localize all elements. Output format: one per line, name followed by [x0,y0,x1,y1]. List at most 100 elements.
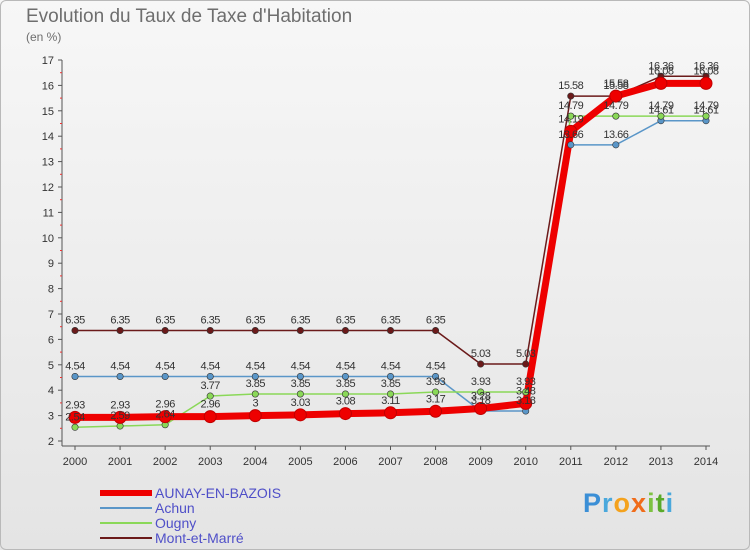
data-point [341,390,349,398]
x-tick-label: 2006 [333,456,357,468]
data-point [251,390,259,398]
data-point [206,327,214,335]
data-label: 4.54 [65,360,85,372]
data-point [341,327,349,335]
x-tick-label: 2005 [288,456,312,468]
data-point [248,409,262,423]
data-label: 3.85 [336,378,356,390]
data-point [338,407,352,421]
data-point [113,410,127,424]
data-label: 6.35 [291,315,311,327]
data-label: 2.96 [155,399,175,411]
legend-label: Achun [155,500,195,516]
data-label: 3.77 [201,380,221,392]
data-point [71,372,79,380]
data-label: 4.54 [201,360,221,372]
x-tick-label: 2010 [513,456,537,468]
y-tick-label: 9 [48,258,54,270]
data-label: 3.11 [381,395,400,407]
y-tick-label: 12 [42,182,54,194]
data-point [203,410,217,424]
data-label: 16.36 [648,60,673,72]
logo-letter: i [665,488,675,518]
data-point [296,327,304,335]
data-label: 4.54 [336,360,356,372]
data-label: 6.35 [201,315,221,327]
y-tick-label: 4 [48,385,54,397]
data-label: 4.54 [155,360,175,372]
data-label: 6.35 [426,315,446,327]
logo-letter: r [602,488,614,518]
data-label: 16.08 [648,65,673,77]
data-point [293,408,307,422]
data-point [432,388,440,396]
x-tick-label: 2009 [468,456,492,468]
data-label: 4.54 [246,360,266,372]
data-label: 5.03 [471,348,491,360]
data-label: 3.93 [426,376,446,388]
data-label: 3.85 [381,378,401,390]
data-label: 3.85 [291,378,311,390]
x-tick-label: 2012 [604,456,628,468]
data-point [386,390,394,398]
data-label: 6.35 [110,315,130,327]
y-tick-label: 14 [42,131,54,143]
data-label: 6.35 [336,315,356,327]
data-point [116,327,124,335]
data-point [612,112,620,120]
y-tick-label: 2 [48,436,54,448]
legend-label: Mont-et-Marré [155,530,244,546]
data-label: 14.19 [558,113,583,125]
logo-letter: x [631,488,648,518]
chart-title: Evolution du Taux de Taxe d'Habitation [26,6,353,27]
logo-letter: i [647,488,656,518]
data-point [519,396,533,410]
data-point [384,406,397,420]
data-point [206,372,214,380]
data-point [564,124,578,138]
x-tick-label: 2013 [649,456,673,468]
logo-letter: t [655,488,666,518]
legend-swatch [100,490,152,496]
data-label: 3 [252,398,258,410]
data-point [116,372,124,380]
y-tick-label: 7 [48,309,54,321]
data-label: 3.03 [291,397,311,409]
data-label: 4.54 [381,360,401,372]
logo-letter: o [613,488,632,518]
data-point [386,327,394,335]
x-tick-label: 2011 [559,456,583,468]
data-label: 13.66 [558,129,583,141]
data-point [161,372,169,380]
data-point [609,89,623,103]
x-tick-label: 2003 [198,456,222,468]
data-label: 14.61 [693,105,718,117]
legend-swatch [100,522,152,524]
data-point [699,76,713,90]
data-label: 6.35 [246,315,266,327]
data-point [296,372,304,380]
data-label: 14.79 [603,100,628,112]
data-label: 2.93 [110,399,130,411]
data-point [429,404,443,418]
data-point [71,423,79,431]
logo-letter: P [583,488,603,518]
data-label: 3.28 [471,390,491,402]
data-point [161,327,169,335]
data-label: 4.54 [291,360,311,372]
data-point [522,360,530,368]
data-label: 4.54 [110,360,130,372]
legend-swatch [100,537,152,539]
data-point [702,112,710,120]
y-tick-label: 15 [42,106,54,118]
data-label: 14.79 [558,100,583,112]
data-label: 3.18 [516,395,536,407]
data-label: 16.08 [693,65,718,77]
chart-unit-label: (en %) [26,30,62,44]
data-point [386,372,394,380]
x-tick-label: 2007 [378,456,402,468]
x-tick-label: 2000 [63,456,87,468]
data-label: 14.79 [693,100,718,112]
y-tick-label: 17 [42,55,54,67]
